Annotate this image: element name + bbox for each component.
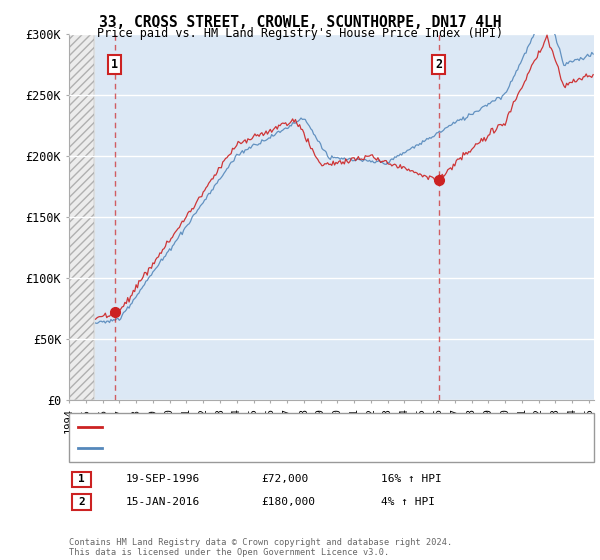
Text: 1: 1 [111, 58, 118, 71]
Text: 2: 2 [78, 497, 85, 507]
Text: 1: 1 [78, 474, 85, 484]
Text: £72,000: £72,000 [261, 474, 308, 484]
Text: 33, CROSS STREET, CROWLE, SCUNTHORPE, DN17 4LH (detached house): 33, CROSS STREET, CROWLE, SCUNTHORPE, DN… [108, 422, 502, 432]
Bar [69, 34, 94, 400]
Text: Price paid vs. HM Land Registry's House Price Index (HPI): Price paid vs. HM Land Registry's House … [97, 27, 503, 40]
Bar [94, 34, 594, 400]
Text: 33, CROSS STREET, CROWLE, SCUNTHORPE, DN17 4LH: 33, CROSS STREET, CROWLE, SCUNTHORPE, DN… [99, 15, 501, 30]
Text: 16% ↑ HPI: 16% ↑ HPI [381, 474, 442, 484]
Text: £180,000: £180,000 [261, 497, 315, 507]
Text: 15-JAN-2016: 15-JAN-2016 [126, 497, 200, 507]
Text: 19-SEP-1996: 19-SEP-1996 [126, 474, 200, 484]
Text: HPI: Average price, detached house, North Lincolnshire: HPI: Average price, detached house, Nort… [108, 443, 445, 453]
Bar [69, 34, 94, 400]
Text: Contains HM Land Registry data © Crown copyright and database right 2024.
This d: Contains HM Land Registry data © Crown c… [69, 538, 452, 557]
Text: 4% ↑ HPI: 4% ↑ HPI [381, 497, 435, 507]
Text: 2: 2 [435, 58, 442, 71]
